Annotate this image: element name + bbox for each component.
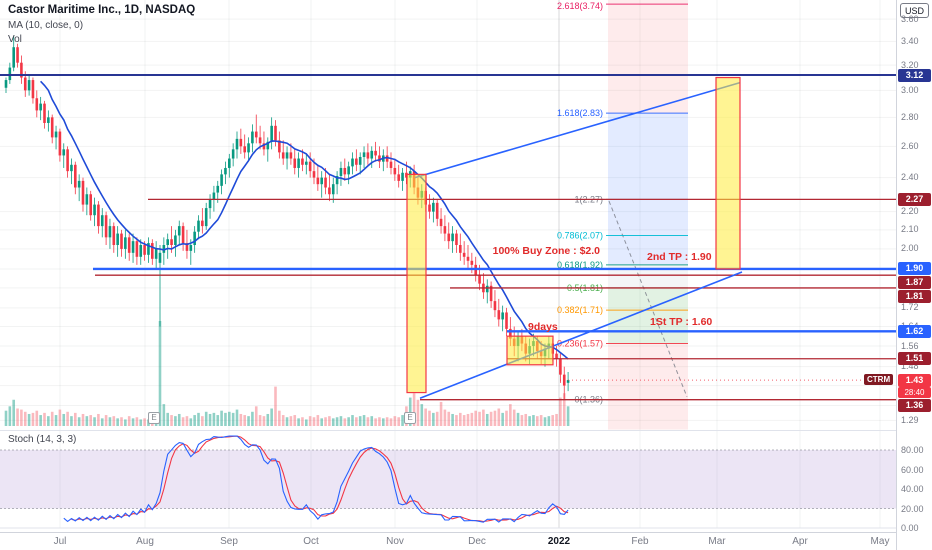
svg-text:1.618(2.83): 1.618(2.83) [557,108,603,118]
price-badge: 1.81 [898,290,931,304]
price-tick: 2.40 [901,172,919,183]
stoch-tick: 80.00 [901,445,924,455]
price-badge: 1.90 [898,262,931,276]
svg-text:0.618(1.92): 0.618(1.92) [557,260,603,270]
price-badge: 1.43 [898,373,931,387]
time-label: Sep [220,536,238,547]
price-tick: 2.10 [901,224,919,235]
time-label: Mar [708,536,726,547]
svg-text:0.786(2.07): 0.786(2.07) [557,230,603,240]
price-tick: 2.20 [901,206,919,217]
stoch-grid [0,431,896,529]
time-label: May [870,536,890,547]
earnings-marker[interactable]: E [404,412,416,424]
price-tick: 3.20 [901,59,919,70]
price-tick: 3.60 [901,13,919,24]
price-badge: 3.12 [898,68,931,82]
ma-line [40,80,569,360]
time-label: Nov [386,536,404,547]
stoch-tick: 40.00 [901,484,924,494]
price-tick: 1.48 [901,361,919,372]
price-tick: 3.00 [901,84,919,95]
earnings-marker[interactable]: E [148,412,160,424]
symbol-price-label: CTRM [864,374,894,386]
time-label: Aug [136,536,154,547]
time-label: Oct [303,536,319,547]
projection-band [608,0,688,430]
svg-text:2.618(3.74): 2.618(3.74) [557,1,603,11]
price-badge: 1.87 [898,276,931,290]
buy-zone-annotation[interactable]: 100% Buy Zone : $2.0 [492,245,600,257]
price-badge: 1.51 [898,352,931,366]
price-tick: 1.29 [901,414,919,425]
first-target-annotation[interactable]: 1St TP : 1.60 [650,316,713,328]
stoch-tick: 0.00 [901,523,919,533]
price-tick: 3.40 [901,35,919,46]
price-tick: 2.60 [901,140,919,151]
price-tick: 1.56 [901,340,919,351]
stoch-tick: 20.00 [901,503,924,514]
second-target-annotation[interactable]: 2nd TP : 1.90 [647,251,712,263]
time-label: Jul [53,536,67,547]
volume-layer [4,321,570,426]
time-label: Dec [468,536,486,547]
svg-text:0.236(1.57): 0.236(1.57) [557,339,603,349]
time-label: Feb [631,536,649,547]
price-chart-pane[interactable]: 2.618(3.74)1.618(2.83)1(2.27)0.786(2.07)… [0,0,896,430]
time-axis[interactable]: Jul Aug Sep Oct Nov Dec 2022 Feb Mar Apr May [0,532,896,550]
symbol-title[interactable]: Castor Maritime Inc., 1D, NASDAQ [8,4,196,16]
nine-days-annotation[interactable]: 9days [528,321,558,333]
bar-countdown: 28:40 [898,386,931,398]
price-scale[interactable]: USD 3.60 3.40 3.20 3.00 2.80 2.60 2.40 2.20 2.10… [896,0,932,550]
stochastic-pane[interactable] [0,430,896,532]
highlight-boxes[interactable] [406,76,741,394]
volume-indicator-label[interactable]: Vol [8,34,22,45]
stoch-indicator-label[interactable]: Stoch (14, 3, 3) [8,434,77,445]
stoch-tick: 60.00 [901,464,924,475]
grid-layer [0,0,896,430]
price-tick: 1.72 [901,302,919,313]
ma-indicator-label[interactable]: MA (10, close, 0) [8,20,84,31]
price-badge: 1.62 [898,324,931,338]
horizontal-lines[interactable] [0,74,896,401]
price-badge: 2.27 [898,192,931,206]
svg-text:0.382(1.71): 0.382(1.71) [557,305,603,315]
time-label: 2022 [547,536,571,547]
stoch-k-line [63,435,569,523]
price-tick: 2.00 [901,243,919,254]
price-badge: 1.36 [898,398,931,412]
time-label: Apr [792,536,808,547]
trendlines[interactable] [414,81,743,400]
price-tick: 2.80 [901,111,919,122]
currency-button[interactable]: USD [900,3,929,18]
